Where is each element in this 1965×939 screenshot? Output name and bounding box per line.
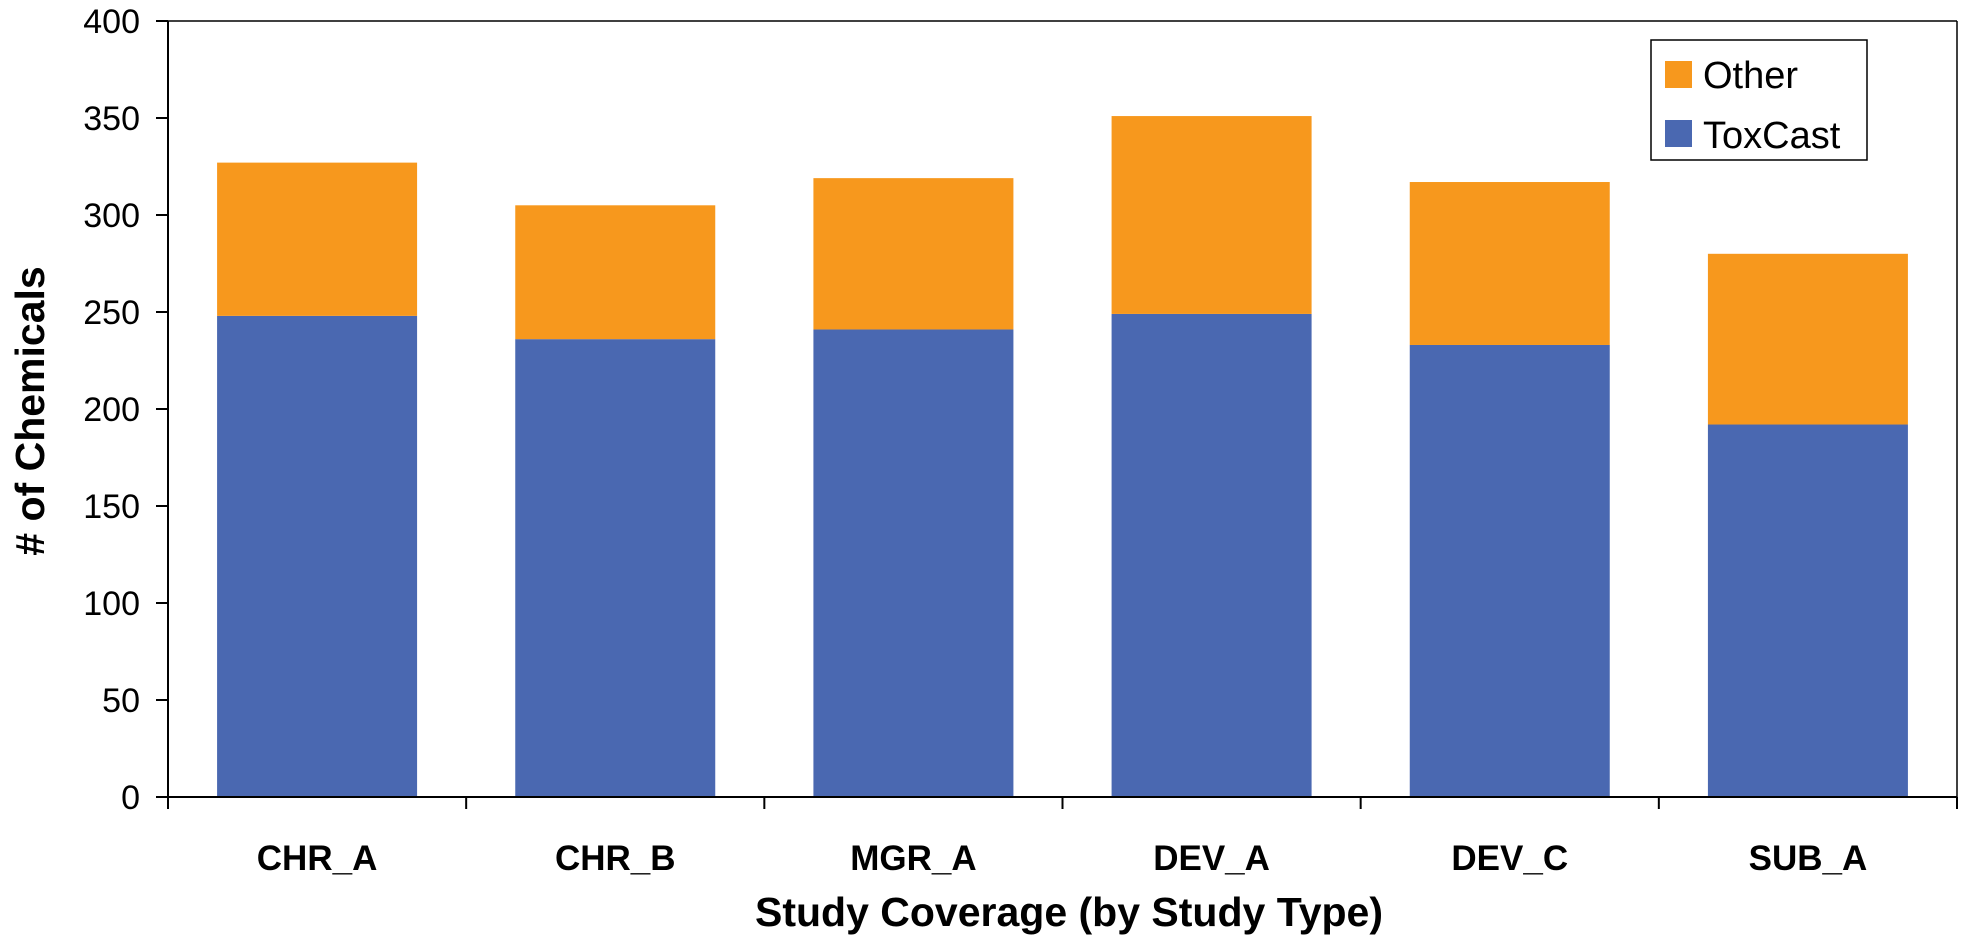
y-tick-label-300: 300 [83, 197, 140, 235]
x-tick-label-chr-b: CHR_B [555, 839, 676, 878]
y-tick-label-100: 100 [83, 585, 140, 623]
x-ticks-group [167, 797, 1958, 809]
legend-swatch-toxcast [1665, 120, 1692, 147]
y-tick-label-0: 0 [121, 779, 140, 817]
bar-toxcast-chr-b [515, 339, 716, 797]
bar-other-mgr-a [813, 178, 1014, 330]
legend-label-other: Other [1703, 55, 1798, 97]
y-tick-label-400: 400 [83, 3, 140, 41]
x-tick-label-dev-a: DEV_A [1153, 839, 1270, 878]
bar-other-chr-b [515, 205, 716, 340]
x-tick-label-dev-c: DEV_C [1451, 839, 1568, 878]
bar-toxcast-chr-a [217, 315, 418, 797]
bar-toxcast-dev-c [1409, 344, 1610, 797]
y-tick-label-50: 50 [102, 682, 140, 720]
legend-swatch-other [1665, 61, 1692, 88]
x-tick-labels-group: CHR_A CHR_B MGR_A DEV_A DEV_C SUB_A [257, 839, 1867, 878]
bar-toxcast-sub-a [1707, 424, 1908, 797]
y-axis-title: # of Chemicals [7, 266, 53, 555]
legend-label-toxcast: ToxCast [1703, 115, 1841, 157]
x-axis-title: Study Coverage (by Study Type) [755, 889, 1383, 935]
y-tick-label-350: 350 [83, 100, 140, 138]
y-tick-label-250: 250 [83, 294, 140, 332]
bar-toxcast-dev-a [1111, 313, 1312, 797]
bars-group [217, 116, 1908, 797]
y-ticks-group: 0 50 100 150 200 250 300 350 400 [83, 3, 168, 817]
bar-other-dev-a [1111, 116, 1312, 314]
legend: Other ToxCast [1650, 39, 1868, 161]
y-tick-label-150: 150 [83, 488, 140, 526]
bar-other-chr-a [217, 162, 418, 316]
x-tick-label-mgr-a: MGR_A [850, 839, 976, 878]
bar-toxcast-mgr-a [813, 329, 1014, 797]
y-tick-label-200: 200 [83, 391, 140, 429]
bar-other-dev-c [1409, 182, 1610, 345]
x-tick-label-chr-a: CHR_A [257, 839, 378, 878]
x-tick-label-sub-a: SUB_A [1749, 839, 1868, 878]
bar-other-sub-a [1707, 253, 1908, 425]
